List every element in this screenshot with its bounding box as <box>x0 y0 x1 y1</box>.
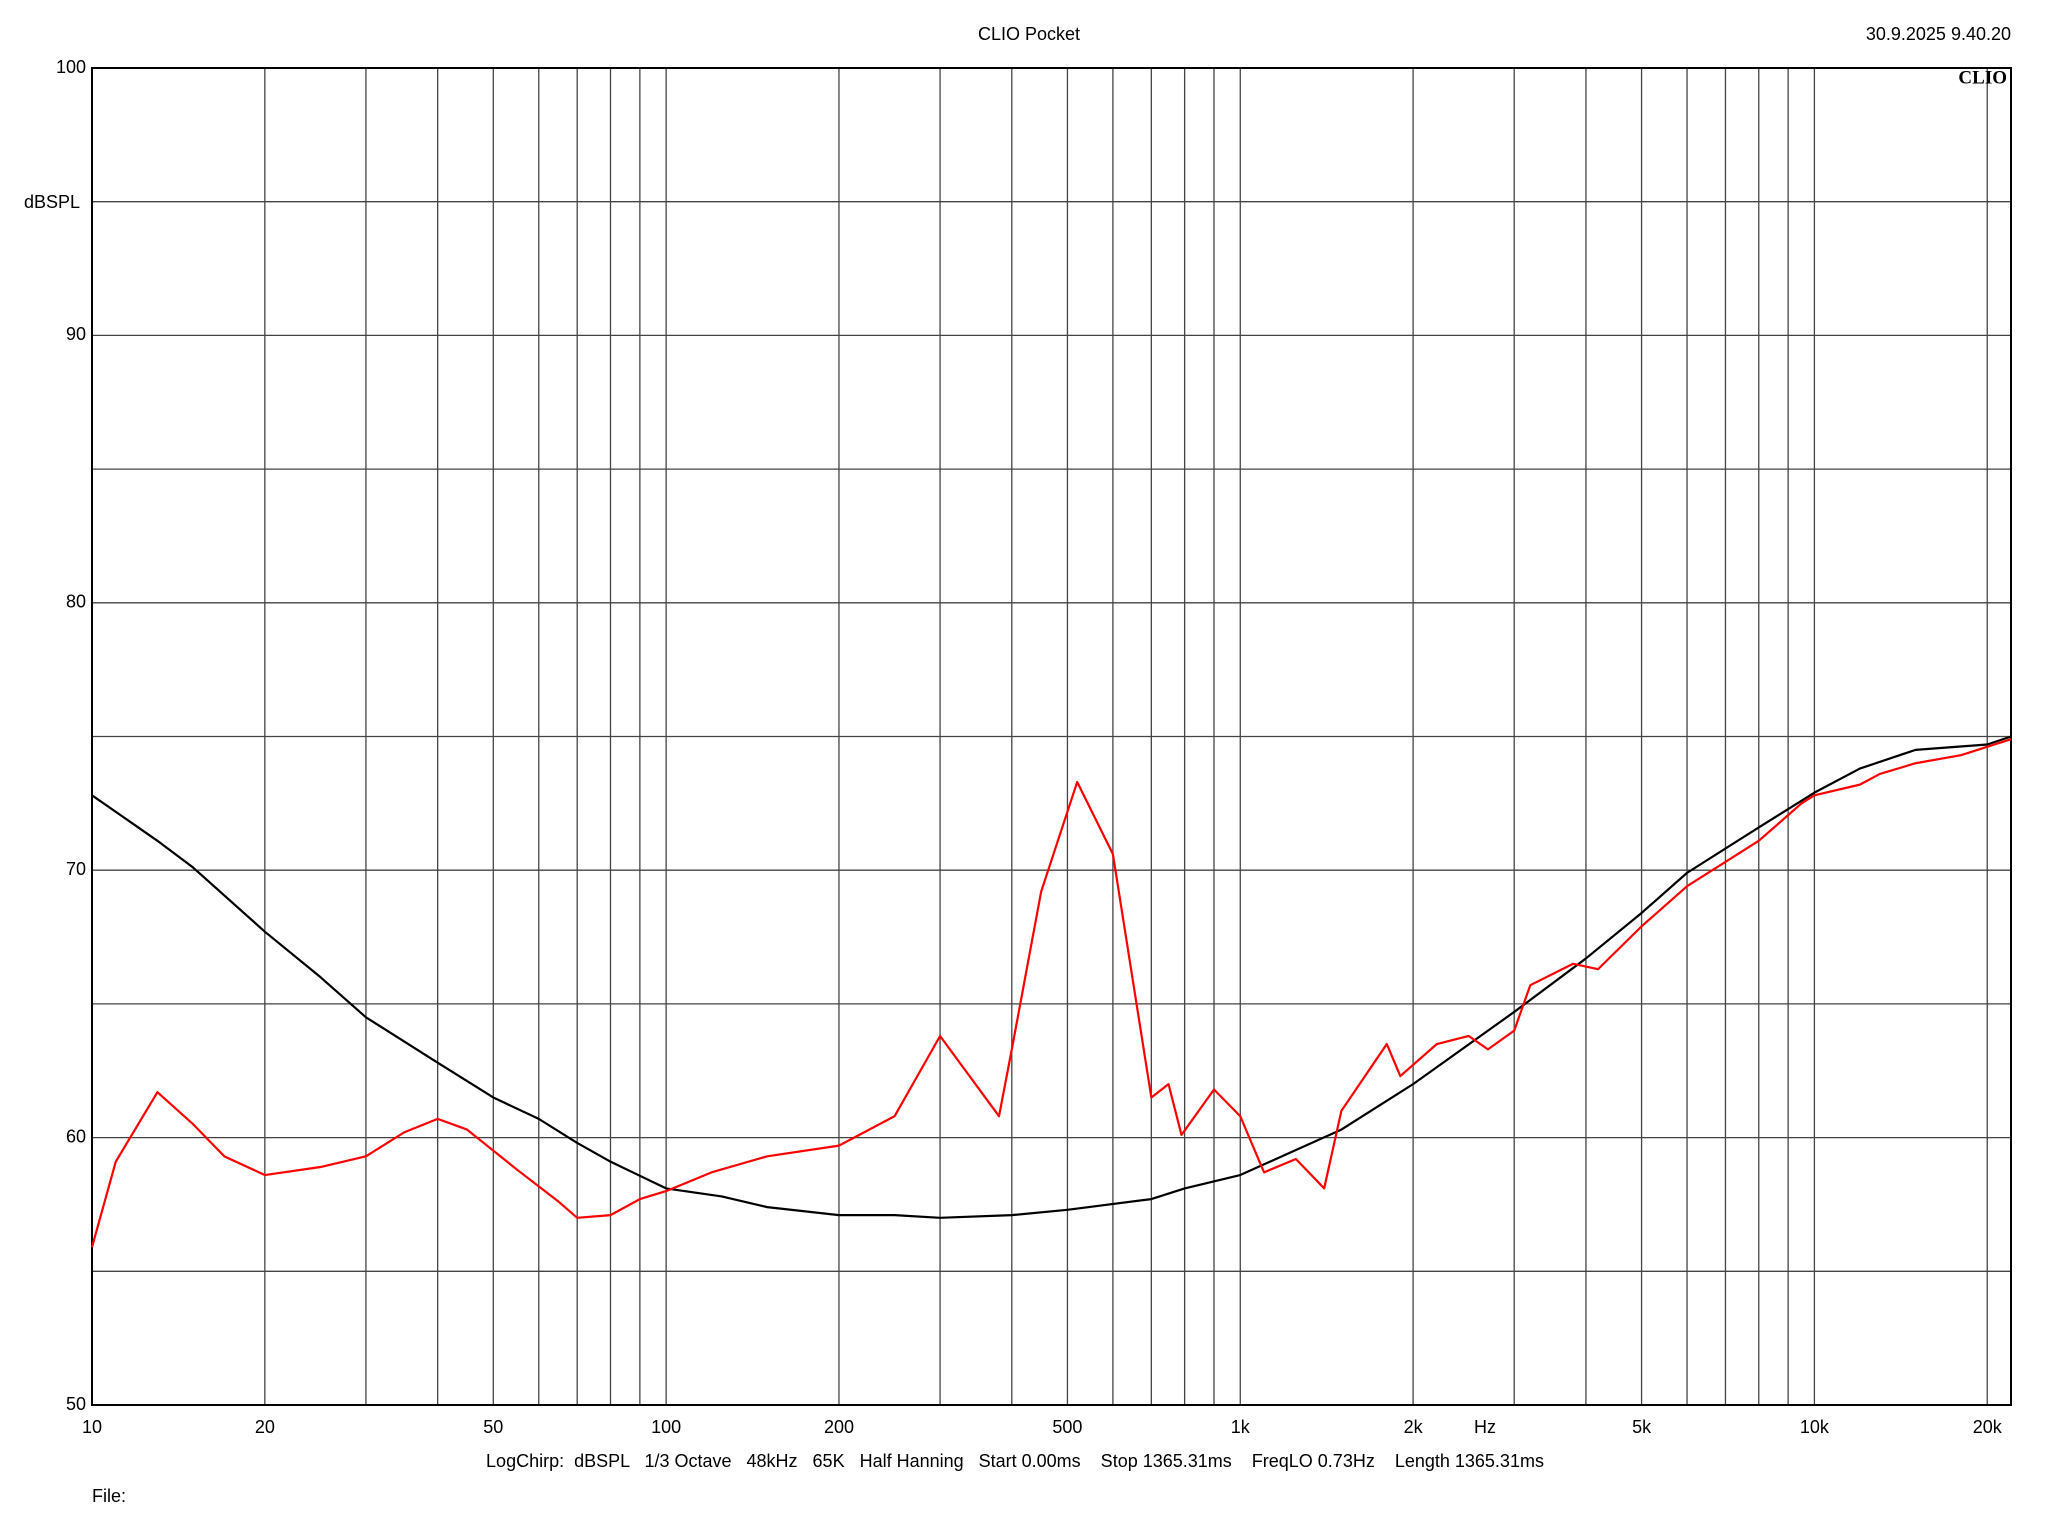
x-tick-label: 20 <box>255 1417 275 1437</box>
x-tick-label: 50 <box>483 1417 503 1437</box>
y-tick-label: 50 <box>66 1394 86 1414</box>
x-axis-label: Hz <box>1474 1417 1496 1437</box>
x-tick-label: 200 <box>824 1417 854 1437</box>
x-tick-label: 10 <box>82 1417 102 1437</box>
series-line <box>90 738 2012 1248</box>
y-tick-label: 60 <box>66 1126 86 1146</box>
footer: LogChirp: dBSPL 1/3 Octave 48kHz 65K Hal… <box>486 1451 1544 1471</box>
y-tick-label: 80 <box>66 592 86 612</box>
timestamp: 30.9.2025 9.40.20 <box>1866 24 2011 44</box>
x-tick-label: 20k <box>1973 1417 2003 1437</box>
series-line <box>91 735 2012 1219</box>
x-tick-label: 100 <box>651 1417 681 1437</box>
y-axis-label: dBSPL <box>24 192 80 212</box>
chart-title: CLIO Pocket <box>978 24 1080 44</box>
x-tick-label: 1k <box>1231 1417 1251 1437</box>
y-tick-label: 70 <box>66 859 86 879</box>
file-label: File: <box>92 1486 126 1506</box>
y-tick-label: 100 <box>56 57 86 77</box>
x-tick-label: 500 <box>1052 1417 1082 1437</box>
y-tick-label: 90 <box>66 324 86 344</box>
x-tick-label: 2k <box>1404 1417 1424 1437</box>
x-tick-label: 10k <box>1800 1417 1830 1437</box>
x-tick-label: 5k <box>1632 1417 1652 1437</box>
logo: CLIO <box>1958 67 2007 88</box>
